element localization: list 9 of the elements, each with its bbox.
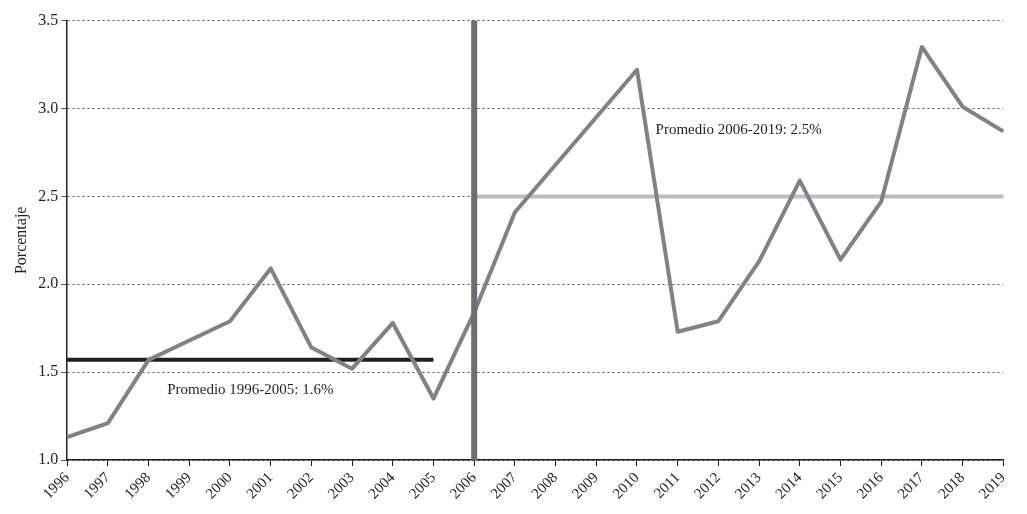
y-tick-label: 1.0 <box>38 450 59 468</box>
y-tick-label: 2.0 <box>38 274 59 292</box>
y-tick-label: 3.5 <box>38 10 59 28</box>
annotation: Promedio 2006-2019: 2.5% <box>655 121 822 138</box>
annotation: Promedio 1996-2005: 1.6% <box>167 380 334 397</box>
y-tick-label: 3.0 <box>38 98 59 116</box>
y-axis-title: Porcentaje <box>11 206 30 275</box>
y-tick-label: 1.5 <box>38 362 59 380</box>
y-tick-label: 2.5 <box>38 186 59 204</box>
